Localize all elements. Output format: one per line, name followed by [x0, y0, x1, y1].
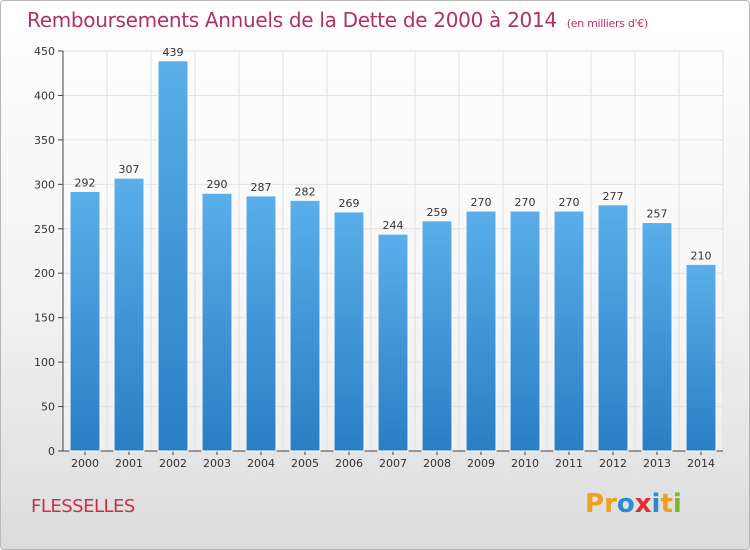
- data-label-2011: 270: [559, 196, 580, 209]
- data-label-2012: 277: [603, 190, 624, 203]
- y-tick-label: 400: [34, 89, 55, 102]
- data-label-2002: 439: [163, 46, 184, 59]
- x-tick-label-2004: 2004: [247, 457, 275, 470]
- x-tick-label-2003: 2003: [203, 457, 231, 470]
- logo-letter: i: [651, 489, 661, 519]
- x-tick-label-2011: 2011: [555, 457, 583, 470]
- x-tick-label-2001: 2001: [115, 457, 143, 470]
- x-tick-label-2009: 2009: [467, 457, 495, 470]
- data-label-2000: 292: [75, 176, 96, 189]
- logo-letter: i: [672, 489, 682, 519]
- x-tick-label-2012: 2012: [599, 457, 627, 470]
- proxiti-logo: Proxiti: [585, 489, 682, 519]
- data-label-2009: 270: [471, 196, 492, 209]
- y-tick-label: 200: [34, 267, 55, 280]
- bar-2000: [69, 190, 101, 452]
- x-tick-label-2005: 2005: [291, 457, 319, 470]
- data-label-2013: 257: [647, 208, 668, 221]
- title-unit: (en milliers d'€): [566, 17, 648, 30]
- y-tick-label: 300: [34, 178, 55, 191]
- logo-letter: t: [660, 489, 673, 519]
- x-tick-label-2010: 2010: [511, 457, 539, 470]
- data-label-2004: 287: [251, 181, 272, 194]
- y-tick-label: 0: [48, 445, 55, 458]
- bars: [69, 60, 717, 452]
- data-label-2006: 269: [339, 197, 360, 210]
- y-tick-label: 350: [34, 134, 55, 147]
- x-tick-label-2008: 2008: [423, 457, 451, 470]
- x-tick-label-2002: 2002: [159, 457, 187, 470]
- data-label-2003: 290: [207, 178, 228, 191]
- y-tick-label: 50: [41, 401, 55, 414]
- data-label-2010: 270: [515, 196, 536, 209]
- y-tick-label: 100: [34, 356, 55, 369]
- bar-2005: [289, 199, 321, 452]
- commune-name: FLESSELLES: [31, 496, 135, 517]
- bar-2008: [421, 220, 453, 452]
- bar-chart: 0 50 100 150 200 250 300 350 400 450 2000 2001 2002 2…: [34, 45, 724, 470]
- bar-2004: [245, 195, 277, 452]
- bar-2009: [465, 210, 497, 452]
- logo-letter: r: [604, 489, 617, 519]
- x-tick-label-2014: 2014: [687, 457, 715, 470]
- data-label-2008: 259: [427, 206, 448, 219]
- x-tick-label-2000: 2000: [71, 457, 99, 470]
- bar-2006: [333, 211, 365, 452]
- x-tick-label-2013: 2013: [643, 457, 671, 470]
- bar-2010: [509, 210, 541, 452]
- data-label-2007: 244: [383, 219, 404, 232]
- title-text: Remboursements Annuels de la Dette de 20…: [27, 8, 557, 32]
- x-tick-label-2007: 2007: [379, 457, 407, 470]
- bar-2011: [553, 210, 585, 452]
- bar-2014: [685, 263, 717, 452]
- logo-letter: x: [634, 489, 652, 519]
- chart-title: Remboursements Annuels de la Dette de 20…: [27, 8, 648, 32]
- bar-2012: [597, 204, 629, 452]
- bar-2001: [113, 177, 145, 452]
- x-tick-label-2006: 2006: [335, 457, 363, 470]
- bar-2007: [377, 233, 409, 452]
- logo-letter: o: [616, 489, 635, 519]
- bar-2013: [641, 222, 673, 452]
- logo-letter: P: [585, 489, 605, 519]
- data-label-2001: 307: [119, 163, 140, 176]
- data-label-2005: 282: [295, 185, 316, 198]
- bar-2002: [157, 60, 189, 452]
- y-tick-label: 250: [34, 223, 55, 236]
- data-labels: 292 307 439 290 287 282 269 244 259 270 270 270 277 2…: [75, 46, 712, 263]
- bar-2003: [201, 192, 233, 452]
- y-tick-label: 150: [34, 312, 55, 325]
- data-label-2014: 210: [691, 249, 712, 262]
- y-tick-label: 450: [34, 45, 55, 58]
